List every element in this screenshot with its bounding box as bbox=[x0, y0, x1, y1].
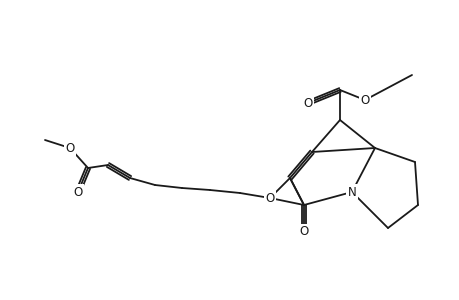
Text: N: N bbox=[347, 185, 356, 199]
Text: O: O bbox=[73, 185, 83, 199]
Text: O: O bbox=[299, 226, 308, 238]
Text: O: O bbox=[303, 97, 312, 110]
Text: O: O bbox=[65, 142, 74, 154]
Text: O: O bbox=[359, 94, 369, 106]
Text: O: O bbox=[265, 191, 274, 205]
